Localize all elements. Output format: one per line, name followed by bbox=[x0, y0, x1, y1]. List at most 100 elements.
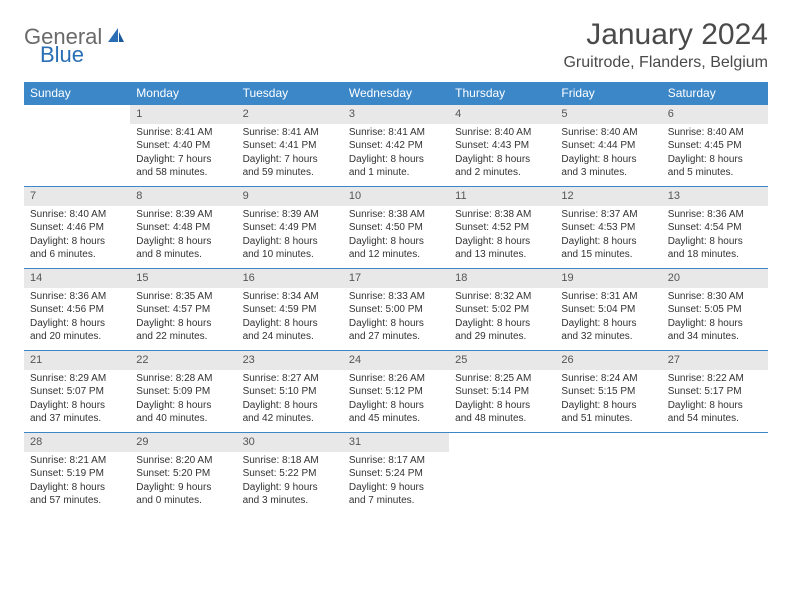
weekday-label: Tuesday bbox=[237, 82, 343, 104]
day-content: Sunrise: 8:40 AMSunset: 4:43 PMDaylight:… bbox=[449, 124, 555, 184]
daylight-text: Daylight: 8 hours and 57 minutes. bbox=[30, 481, 124, 508]
sunrise-text: Sunrise: 8:40 AM bbox=[30, 208, 124, 222]
day-content: Sunrise: 8:40 AMSunset: 4:45 PMDaylight:… bbox=[662, 124, 768, 184]
calendar-day-cell: 26Sunrise: 8:24 AMSunset: 5:15 PMDayligh… bbox=[555, 350, 661, 432]
day-content: Sunrise: 8:31 AMSunset: 5:04 PMDaylight:… bbox=[555, 288, 661, 348]
sunset-text: Sunset: 5:15 PM bbox=[561, 385, 655, 399]
day-content: Sunrise: 8:33 AMSunset: 5:00 PMDaylight:… bbox=[343, 288, 449, 348]
daylight-text: Daylight: 8 hours and 10 minutes. bbox=[243, 235, 337, 262]
sunset-text: Sunset: 4:52 PM bbox=[455, 221, 549, 235]
calendar-day-cell: 18Sunrise: 8:32 AMSunset: 5:02 PMDayligh… bbox=[449, 268, 555, 350]
sunset-text: Sunset: 4:49 PM bbox=[243, 221, 337, 235]
sunset-text: Sunset: 5:22 PM bbox=[243, 467, 337, 481]
day-content: Sunrise: 8:20 AMSunset: 5:20 PMDaylight:… bbox=[130, 452, 236, 512]
calendar-day-cell: 11Sunrise: 8:38 AMSunset: 4:52 PMDayligh… bbox=[449, 186, 555, 268]
sunset-text: Sunset: 5:04 PM bbox=[561, 303, 655, 317]
sunrise-text: Sunrise: 8:37 AM bbox=[561, 208, 655, 222]
sunset-text: Sunset: 4:43 PM bbox=[455, 139, 549, 153]
day-content: Sunrise: 8:39 AMSunset: 4:49 PMDaylight:… bbox=[237, 206, 343, 266]
weekday-label: Sunday bbox=[24, 82, 130, 104]
calendar-day-cell: 13Sunrise: 8:36 AMSunset: 4:54 PMDayligh… bbox=[662, 186, 768, 268]
day-number: 4 bbox=[449, 105, 555, 124]
day-number: 13 bbox=[662, 187, 768, 206]
sunset-text: Sunset: 4:50 PM bbox=[349, 221, 443, 235]
daylight-text: Daylight: 8 hours and 20 minutes. bbox=[30, 317, 124, 344]
day-content: Sunrise: 8:29 AMSunset: 5:07 PMDaylight:… bbox=[24, 370, 130, 430]
daylight-text: Daylight: 8 hours and 32 minutes. bbox=[561, 317, 655, 344]
sunrise-text: Sunrise: 8:40 AM bbox=[455, 126, 549, 140]
location: Gruitrode, Flanders, Belgium bbox=[563, 54, 768, 72]
sunrise-text: Sunrise: 8:41 AM bbox=[349, 126, 443, 140]
calendar-empty-cell bbox=[555, 432, 661, 514]
calendar-day-cell: 31Sunrise: 8:17 AMSunset: 5:24 PMDayligh… bbox=[343, 432, 449, 514]
day-number: 20 bbox=[662, 269, 768, 288]
weekday-label: Saturday bbox=[662, 82, 768, 104]
day-number: 27 bbox=[662, 351, 768, 370]
daylight-text: Daylight: 9 hours and 7 minutes. bbox=[349, 481, 443, 508]
daylight-text: Daylight: 8 hours and 54 minutes. bbox=[668, 399, 762, 426]
day-number: 16 bbox=[237, 269, 343, 288]
calendar-day-cell: 29Sunrise: 8:20 AMSunset: 5:20 PMDayligh… bbox=[130, 432, 236, 514]
daylight-text: Daylight: 8 hours and 3 minutes. bbox=[561, 153, 655, 180]
day-number: 18 bbox=[449, 269, 555, 288]
calendar-day-cell: 20Sunrise: 8:30 AMSunset: 5:05 PMDayligh… bbox=[662, 268, 768, 350]
day-content: Sunrise: 8:41 AMSunset: 4:42 PMDaylight:… bbox=[343, 124, 449, 184]
calendar-day-cell: 7Sunrise: 8:40 AMSunset: 4:46 PMDaylight… bbox=[24, 186, 130, 268]
day-content: Sunrise: 8:21 AMSunset: 5:19 PMDaylight:… bbox=[24, 452, 130, 512]
sunrise-text: Sunrise: 8:38 AM bbox=[455, 208, 549, 222]
daylight-text: Daylight: 8 hours and 22 minutes. bbox=[136, 317, 230, 344]
day-number: 19 bbox=[555, 269, 661, 288]
daylight-text: Daylight: 8 hours and 8 minutes. bbox=[136, 235, 230, 262]
daylight-text: Daylight: 8 hours and 29 minutes. bbox=[455, 317, 549, 344]
daylight-text: Daylight: 7 hours and 58 minutes. bbox=[136, 153, 230, 180]
sunrise-text: Sunrise: 8:28 AM bbox=[136, 372, 230, 386]
sunrise-text: Sunrise: 8:25 AM bbox=[455, 372, 549, 386]
day-content: Sunrise: 8:35 AMSunset: 4:57 PMDaylight:… bbox=[130, 288, 236, 348]
logo-text-blue: Blue bbox=[40, 42, 84, 67]
calendar-day-cell: 17Sunrise: 8:33 AMSunset: 5:00 PMDayligh… bbox=[343, 268, 449, 350]
calendar-day-cell: 4Sunrise: 8:40 AMSunset: 4:43 PMDaylight… bbox=[449, 104, 555, 186]
calendar-day-cell: 28Sunrise: 8:21 AMSunset: 5:19 PMDayligh… bbox=[24, 432, 130, 514]
day-number: 12 bbox=[555, 187, 661, 206]
day-number: 8 bbox=[130, 187, 236, 206]
daylight-text: Daylight: 8 hours and 24 minutes. bbox=[243, 317, 337, 344]
sunset-text: Sunset: 4:56 PM bbox=[30, 303, 124, 317]
day-number: 9 bbox=[237, 187, 343, 206]
sunrise-text: Sunrise: 8:26 AM bbox=[349, 372, 443, 386]
day-content: Sunrise: 8:39 AMSunset: 4:48 PMDaylight:… bbox=[130, 206, 236, 266]
weekday-label: Friday bbox=[555, 82, 661, 104]
calendar-empty-cell bbox=[24, 104, 130, 186]
day-content: Sunrise: 8:24 AMSunset: 5:15 PMDaylight:… bbox=[555, 370, 661, 430]
daylight-text: Daylight: 8 hours and 34 minutes. bbox=[668, 317, 762, 344]
daylight-text: Daylight: 8 hours and 51 minutes. bbox=[561, 399, 655, 426]
sunrise-text: Sunrise: 8:22 AM bbox=[668, 372, 762, 386]
sunset-text: Sunset: 5:20 PM bbox=[136, 467, 230, 481]
daylight-text: Daylight: 8 hours and 1 minute. bbox=[349, 153, 443, 180]
day-number: 22 bbox=[130, 351, 236, 370]
sunset-text: Sunset: 5:24 PM bbox=[349, 467, 443, 481]
day-number: 21 bbox=[24, 351, 130, 370]
day-content: Sunrise: 8:40 AMSunset: 4:46 PMDaylight:… bbox=[24, 206, 130, 266]
day-content: Sunrise: 8:34 AMSunset: 4:59 PMDaylight:… bbox=[237, 288, 343, 348]
sunset-text: Sunset: 5:14 PM bbox=[455, 385, 549, 399]
calendar-day-cell: 15Sunrise: 8:35 AMSunset: 4:57 PMDayligh… bbox=[130, 268, 236, 350]
sunset-text: Sunset: 4:41 PM bbox=[243, 139, 337, 153]
sunset-text: Sunset: 4:54 PM bbox=[668, 221, 762, 235]
daylight-text: Daylight: 8 hours and 13 minutes. bbox=[455, 235, 549, 262]
sunset-text: Sunset: 4:53 PM bbox=[561, 221, 655, 235]
sunrise-text: Sunrise: 8:32 AM bbox=[455, 290, 549, 304]
calendar-empty-cell bbox=[449, 432, 555, 514]
day-number: 28 bbox=[24, 433, 130, 452]
sunrise-text: Sunrise: 8:29 AM bbox=[30, 372, 124, 386]
calendar-day-cell: 19Sunrise: 8:31 AMSunset: 5:04 PMDayligh… bbox=[555, 268, 661, 350]
day-number: 24 bbox=[343, 351, 449, 370]
daylight-text: Daylight: 8 hours and 40 minutes. bbox=[136, 399, 230, 426]
day-number: 30 bbox=[237, 433, 343, 452]
day-number: 6 bbox=[662, 105, 768, 124]
calendar-day-cell: 14Sunrise: 8:36 AMSunset: 4:56 PMDayligh… bbox=[24, 268, 130, 350]
daylight-text: Daylight: 7 hours and 59 minutes. bbox=[243, 153, 337, 180]
sunrise-text: Sunrise: 8:30 AM bbox=[668, 290, 762, 304]
calendar-weekday-header: SundayMondayTuesdayWednesdayThursdayFrid… bbox=[24, 82, 768, 104]
sunset-text: Sunset: 5:19 PM bbox=[30, 467, 124, 481]
calendar-day-cell: 16Sunrise: 8:34 AMSunset: 4:59 PMDayligh… bbox=[237, 268, 343, 350]
